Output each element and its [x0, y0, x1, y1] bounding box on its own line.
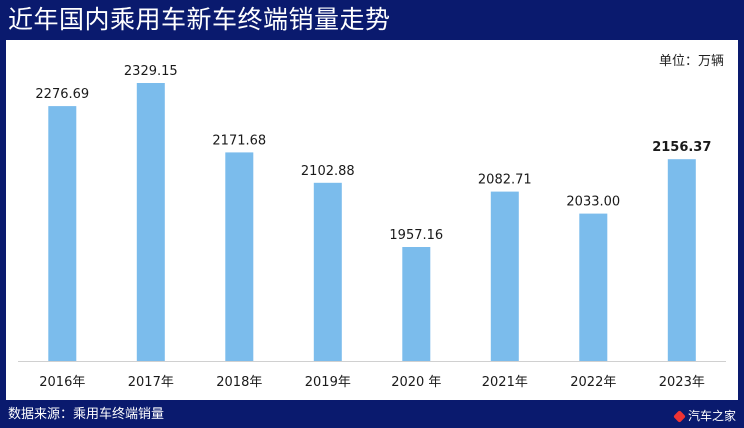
x-tick-label-1: 2017年 — [128, 375, 174, 390]
brand-icon — [673, 410, 686, 423]
x-tick-label-6: 2022年 — [570, 375, 616, 390]
data-label-1: 2329.15 — [124, 64, 178, 79]
x-tick-label-5: 2021年 — [482, 375, 528, 390]
chart-title: 近年国内乘用车新车终端销量走势 — [8, 5, 391, 34]
bar-3 — [313, 182, 342, 361]
x-tick-label-4: 2020 年 — [391, 375, 441, 390]
unit-label: 单位：万辆 — [658, 54, 724, 69]
brand-logo: 汽车之家 — [673, 407, 736, 424]
data-label-6: 2033.00 — [566, 195, 620, 210]
data-label-7: 2156.37 — [652, 140, 711, 155]
bar-1 — [136, 83, 165, 361]
data-label-4: 1957.16 — [389, 228, 443, 243]
data-label-0: 2276.69 — [35, 87, 89, 102]
bar-0 — [48, 106, 77, 361]
data-label-5: 2082.71 — [478, 173, 532, 188]
data-source: 数据来源：乘用车终端销量 — [8, 407, 165, 422]
brand-text: 汽车之家 — [687, 409, 736, 423]
bar-chart: 2276.69 2016年 2329.15 2017年 2171.68 2018年 2102… — [18, 64, 726, 390]
bar-5 — [490, 191, 519, 361]
x-tick-label-3: 2019年 — [305, 375, 351, 390]
bar-4 — [402, 247, 431, 361]
x-tick-label-2: 2018年 — [216, 375, 262, 390]
bar-7 — [667, 159, 696, 361]
chart-panel: 单位：万辆 2276.69 2016年 2329.15 2017年 2171.68 201… — [6, 40, 738, 400]
x-tick-label-0: 2016年 — [39, 375, 85, 390]
data-label-2: 2171.68 — [212, 133, 266, 148]
x-tick-label-7: 2023年 — [659, 375, 705, 390]
bar-2 — [225, 152, 254, 361]
bar-6 — [579, 213, 608, 361]
data-label-3: 2102.88 — [301, 164, 355, 179]
